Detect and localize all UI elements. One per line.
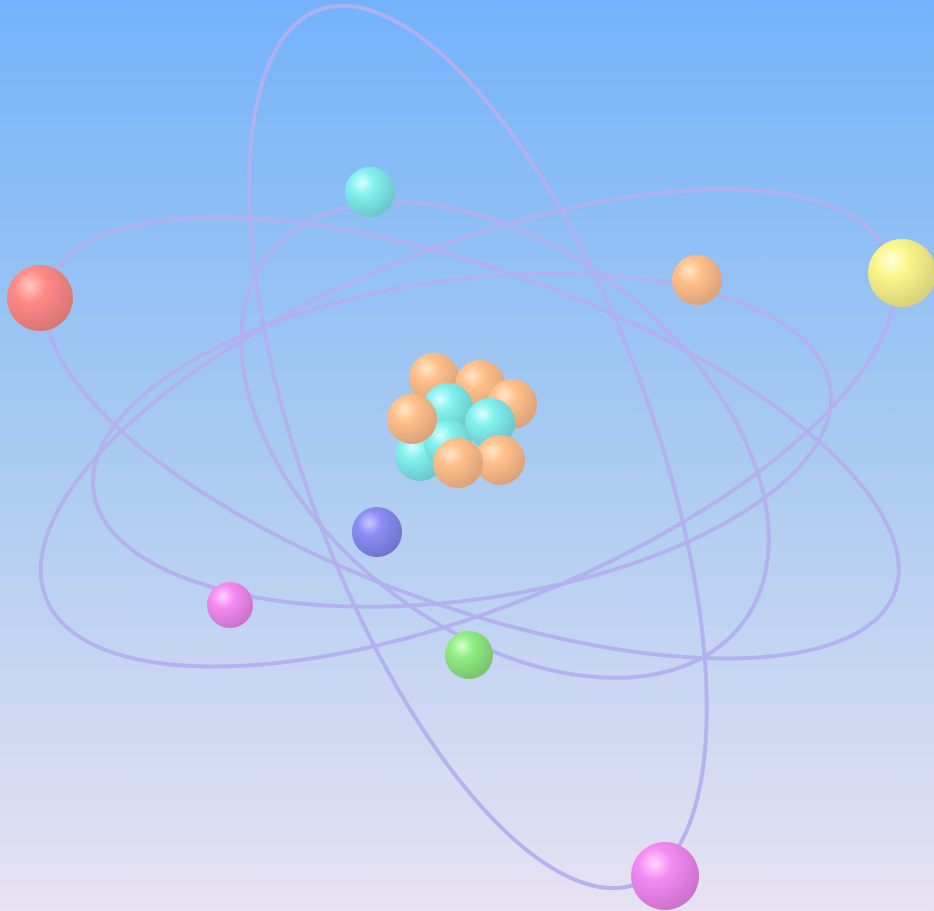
electrons xyxy=(7,167,934,910)
electron xyxy=(631,842,699,910)
electron xyxy=(352,507,402,557)
orbit xyxy=(239,200,771,680)
orbit xyxy=(90,271,834,609)
electron xyxy=(672,255,722,305)
proton xyxy=(387,394,437,444)
electron xyxy=(445,631,493,679)
nucleus xyxy=(387,353,537,488)
proton xyxy=(475,435,525,485)
electron xyxy=(7,265,73,331)
electron xyxy=(868,239,934,307)
electron xyxy=(345,167,395,217)
electron xyxy=(207,582,253,628)
proton xyxy=(433,438,483,488)
